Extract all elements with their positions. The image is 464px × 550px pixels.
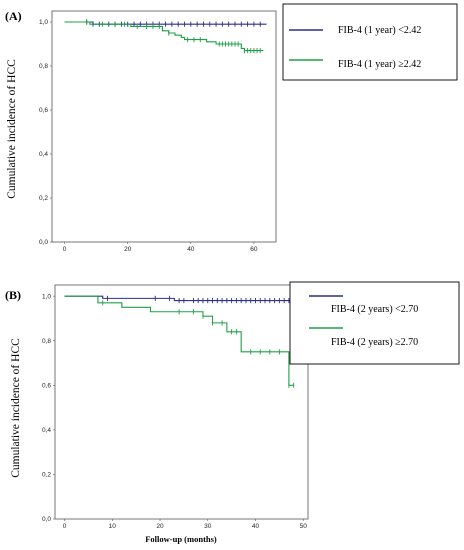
y-tick-label: 0,0	[42, 516, 51, 523]
panel-a-x-axis: 0 20 40 60	[63, 242, 258, 253]
y-tick-label: 0,0	[39, 239, 48, 246]
panel-b-y-axis: 0,0 0,2 0,4 0,6 0,8 1,0	[42, 293, 55, 523]
y-tick-label: 0,8	[39, 63, 48, 70]
panel-b-label: (B)	[5, 288, 21, 302]
panel-a: (A) Cumulative incidence of HCC 0,00,20,…	[5, 3, 458, 253]
y-tick-label: 1,0	[39, 19, 48, 26]
panel-b-legend-label-2: FIB-4 (2 years) ≥2.70	[331, 337, 418, 348]
panel-a-legend-label-1: FIB-4 (1 year) <2.42	[338, 25, 421, 36]
y-tick-label: 0,6	[42, 382, 51, 389]
panel-b-legend: FIB-4 (2 years) <2.70 FIB-4 (2 years) ≥2…	[289, 281, 460, 365]
x-tick-label: 10	[109, 523, 117, 530]
y-tick-label: 0,8	[42, 338, 51, 345]
x-tick-label: 40	[187, 246, 195, 253]
panel-b-legend-box	[289, 281, 460, 365]
panel-a-plot-frame	[51, 10, 277, 243]
panel-b: (B) Cumulative incidence of HCC 0,00,20,…	[5, 281, 460, 544]
panel-a-series-2-line	[64, 21, 264, 52]
x-tick-label: 30	[204, 523, 212, 530]
panel-b-series	[64, 295, 295, 388]
x-tick-label: 40	[252, 523, 260, 530]
y-tick-label: 0,4	[39, 151, 48, 158]
panel-a-y-axis: 0,0 0,2 0,4 0,6 0,8 1,0	[39, 19, 52, 246]
panel-a-legend-box	[282, 3, 458, 81]
panel-a-series	[64, 19, 267, 54]
panel-b-series-2-line	[64, 295, 294, 386]
x-tick-label: 0	[63, 246, 67, 253]
y-tick-label: 0,4	[42, 427, 51, 434]
panel-a-ylabel: Cumulative incidence of HCC	[6, 59, 18, 199]
y-tick-label: 1,0	[42, 293, 51, 300]
panel-a-label: (A)	[5, 9, 22, 23]
panel-a-legend-label-2: FIB-4 (1 year) ≥2.42	[338, 59, 421, 70]
x-tick-label: 20	[156, 523, 164, 530]
panel-b-xlabel: Follow-up (months)	[145, 534, 217, 544]
panel-b-legend-label-1: FIB-4 (2 years) <2.70	[331, 304, 418, 315]
x-tick-label: 0	[63, 523, 67, 530]
panel-b-ylabel: Cumulative incidence of HCC	[10, 338, 22, 478]
y-tick-label: 0,2	[42, 472, 51, 479]
panel-b-plot-frame	[54, 284, 309, 520]
y-tick-label: 0,6	[39, 107, 48, 114]
panel-b-x-axis: 0 10 20 30 40 50	[63, 519, 307, 530]
x-tick-label: 20	[124, 246, 132, 253]
panel-a-legend: FIB-4 (1 year) <2.42 FIB-4 (1 year) ≥2.4…	[282, 3, 458, 81]
x-tick-label: 50	[300, 523, 308, 530]
x-tick-label: 60	[250, 246, 258, 253]
y-tick-label: 0,2	[39, 195, 48, 202]
